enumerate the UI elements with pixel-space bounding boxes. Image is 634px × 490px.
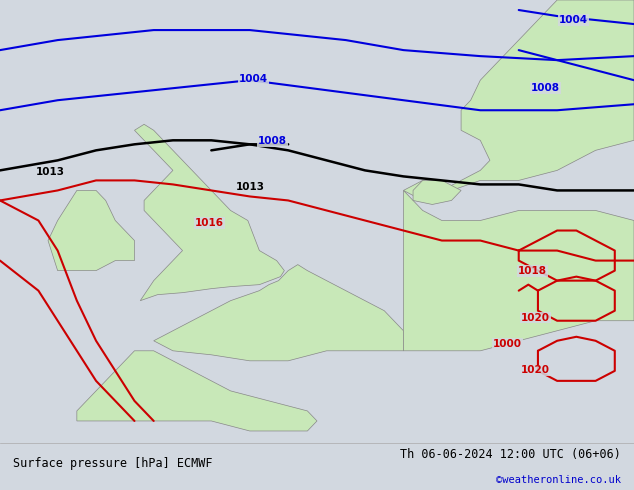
Polygon shape (48, 191, 134, 270)
Text: 1004: 1004 (239, 74, 268, 84)
Text: 1020: 1020 (521, 366, 550, 375)
Text: Th 06-06-2024 12:00 UTC (06+06): Th 06-06-2024 12:00 UTC (06+06) (401, 448, 621, 461)
Text: 1016: 1016 (195, 218, 224, 228)
Text: 1008: 1008 (531, 83, 560, 93)
Text: ©weatheronline.co.uk: ©weatheronline.co.uk (496, 475, 621, 485)
Text: 1020: 1020 (521, 313, 550, 322)
Polygon shape (413, 180, 461, 204)
Text: 1004: 1004 (559, 15, 588, 25)
Polygon shape (134, 124, 284, 301)
Text: 1013: 1013 (36, 167, 65, 177)
Polygon shape (403, 0, 634, 200)
Polygon shape (153, 265, 403, 361)
Text: 1000: 1000 (493, 339, 522, 349)
Polygon shape (77, 351, 317, 431)
Text: Surface pressure [hPa] ECMWF: Surface pressure [hPa] ECMWF (13, 457, 212, 469)
Text: 1008: 1008 (258, 136, 287, 146)
Text: 1018: 1018 (518, 266, 547, 276)
Polygon shape (403, 191, 634, 351)
Text: 1013: 1013 (236, 182, 265, 193)
